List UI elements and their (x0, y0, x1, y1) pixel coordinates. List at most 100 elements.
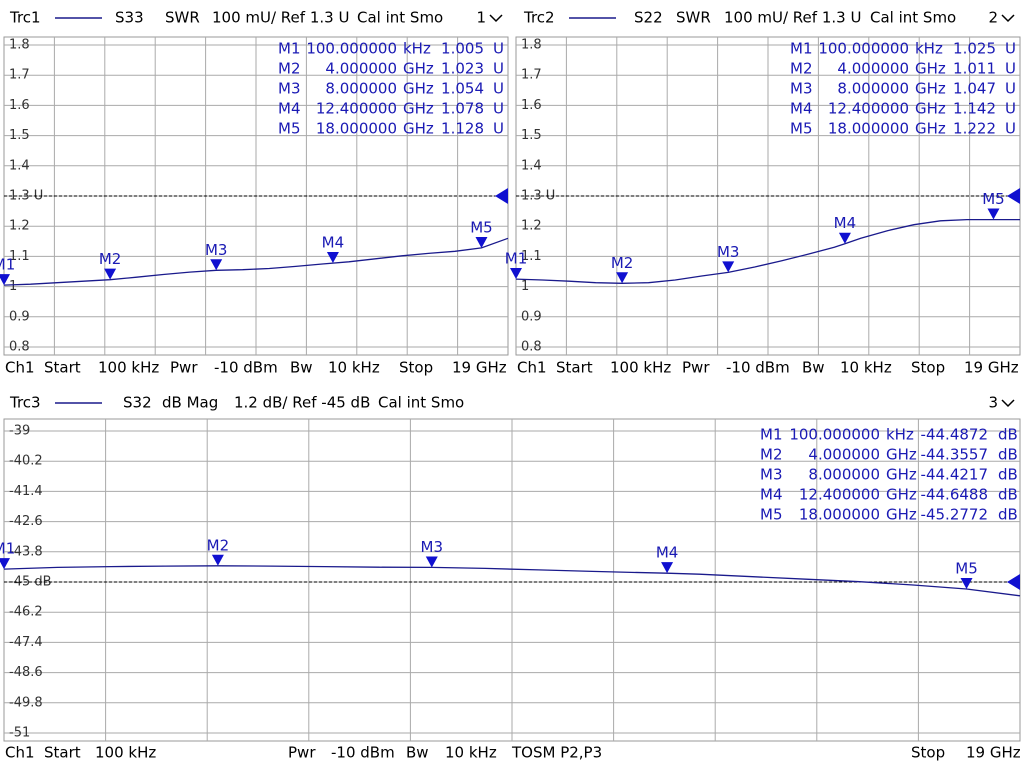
footer-label[interactable]: Bw (290, 359, 313, 377)
format[interactable]: SWR (165, 9, 200, 27)
marker-triangle[interactable] (960, 577, 973, 589)
trace-name[interactable]: Trc1 (9, 9, 41, 27)
marker-table-value: -44.6488 (921, 486, 988, 504)
footer-label[interactable]: Ch1 (5, 744, 35, 762)
footer-label[interactable]: Ch1 (517, 359, 547, 377)
footer-label[interactable]: Bw (406, 744, 429, 762)
format[interactable]: SWR (676, 9, 711, 27)
trace-name[interactable]: Trc2 (523, 9, 555, 27)
footer-label[interactable]: 100 kHz (610, 359, 671, 377)
marker-triangle[interactable] (211, 554, 224, 566)
footer-label[interactable]: Start (556, 359, 593, 377)
y-tick-label: 1.1 (521, 249, 542, 264)
y-tick-label: 1.5 (521, 128, 542, 143)
channel-dropdown[interactable] (489, 14, 503, 23)
marker-table-stimulus: 18.000000 (828, 120, 909, 138)
footer-label[interactable]: TOSM P2,P3 (511, 744, 602, 762)
y-tick-label: -42.6 (9, 514, 43, 529)
marker-table-name: M2 (790, 60, 813, 78)
footer-label[interactable]: 19 GHz (452, 359, 507, 377)
footer-label[interactable]: 10 kHz (328, 359, 380, 377)
footer-label[interactable]: 10 kHz (840, 359, 892, 377)
marker-label[interactable]: M1 (505, 250, 528, 268)
footer-label[interactable]: Stop (911, 744, 945, 762)
footer-label[interactable]: 10 kHz (445, 744, 497, 762)
cal[interactable]: Cal int Smo (378, 394, 464, 412)
footer-label[interactable]: Pwr (288, 744, 316, 762)
marker-label[interactable]: M4 (834, 214, 857, 232)
footer-label[interactable]: Stop (399, 359, 433, 377)
marker-label[interactable]: M3 (421, 538, 444, 556)
marker-table-name: M5 (760, 506, 783, 524)
footer-label[interactable]: 19 GHz (966, 744, 1021, 762)
marker-table-stimulus-unit: GHz (915, 120, 946, 138)
marker-label[interactable]: M5 (955, 559, 978, 577)
marker-label[interactable]: M2 (207, 536, 230, 554)
scale[interactable]: 100 mU/ Ref 1.3 U (212, 9, 349, 27)
footer-label[interactable]: Pwr (682, 359, 710, 377)
footer-label[interactable]: -10 dBm (726, 359, 790, 377)
marker-table-stimulus: 8.000000 (808, 466, 880, 484)
trace-name[interactable]: Trc3 (9, 394, 41, 412)
marker-table-name: M2 (760, 446, 783, 464)
marker-triangle[interactable] (722, 261, 735, 273)
y-tick-label: 1.4 (9, 158, 30, 173)
marker-label[interactable]: M4 (322, 234, 345, 252)
marker-triangle[interactable] (987, 208, 1000, 220)
channel-dropdown[interactable] (1001, 399, 1015, 408)
marker-label[interactable]: M3 (205, 241, 228, 259)
scale[interactable]: 1.2 dB/ Ref -45 dB (234, 394, 370, 412)
marker-table-stimulus-unit: GHz (886, 466, 917, 484)
marker-triangle[interactable] (326, 252, 339, 264)
marker-table-stimulus: 100.000000 (789, 426, 880, 444)
y-tick-label: 1.8 (521, 38, 542, 53)
footer-label[interactable]: Pwr (170, 359, 198, 377)
marker-triangle[interactable] (838, 232, 851, 244)
marker-label[interactable]: M5 (982, 190, 1005, 208)
footer-label[interactable]: Start (44, 359, 81, 377)
parameter[interactable]: S33 (115, 9, 144, 27)
marker-label[interactable]: M2 (611, 254, 634, 272)
marker-triangle[interactable] (0, 274, 10, 286)
footer-label[interactable]: Ch1 (5, 359, 35, 377)
channel-number[interactable]: 2 (988, 9, 998, 27)
marker-triangle[interactable] (104, 268, 117, 280)
marker-triangle[interactable] (510, 268, 522, 280)
channel-dropdown[interactable] (1001, 14, 1015, 23)
footer-label[interactable]: Bw (802, 359, 825, 377)
marker-table-name: M2 (278, 60, 301, 78)
footer-label[interactable]: -10 dBm (214, 359, 278, 377)
footer-label[interactable]: Stop (911, 359, 945, 377)
marker-table-stimulus-unit: GHz (915, 60, 946, 78)
marker-label[interactable]: M1 (0, 256, 15, 274)
cal[interactable]: Cal int Smo (870, 9, 956, 27)
marker-triangle[interactable] (475, 236, 488, 248)
parameter[interactable]: S22 (634, 9, 663, 27)
marker-table-value: 1.078 (441, 100, 484, 118)
marker-table-stimulus-unit: GHz (403, 100, 434, 118)
channel-number[interactable]: 3 (988, 394, 998, 412)
marker-label[interactable]: M4 (656, 544, 679, 562)
marker-label[interactable]: M5 (470, 218, 493, 236)
marker-triangle[interactable] (425, 556, 438, 568)
footer-label[interactable]: -10 dBm (331, 744, 395, 762)
cal[interactable]: Cal int Smo (357, 9, 443, 27)
channel-number[interactable]: 1 (476, 9, 486, 27)
marker-triangle[interactable] (661, 562, 674, 574)
footer-label[interactable]: 100 kHz (98, 359, 159, 377)
marker-label[interactable]: M1 (0, 540, 15, 558)
y-tick-label: 1.1 (9, 249, 30, 264)
marker-table-name: M4 (790, 100, 813, 118)
footer-label[interactable]: 19 GHz (964, 359, 1019, 377)
marker-triangle[interactable] (616, 272, 629, 284)
scale[interactable]: 100 mU/ Ref 1.3 U (724, 9, 861, 27)
marker-label[interactable]: M3 (717, 243, 740, 261)
format[interactable]: dB Mag (162, 394, 218, 412)
marker-table-stimulus: 12.400000 (799, 486, 880, 504)
marker-label[interactable]: M2 (99, 250, 122, 268)
marker-triangle[interactable] (0, 558, 10, 570)
footer-label[interactable]: 100 kHz (95, 744, 156, 762)
marker-triangle[interactable] (210, 259, 223, 271)
footer-label[interactable]: Start (44, 744, 81, 762)
parameter[interactable]: S32 (123, 394, 152, 412)
